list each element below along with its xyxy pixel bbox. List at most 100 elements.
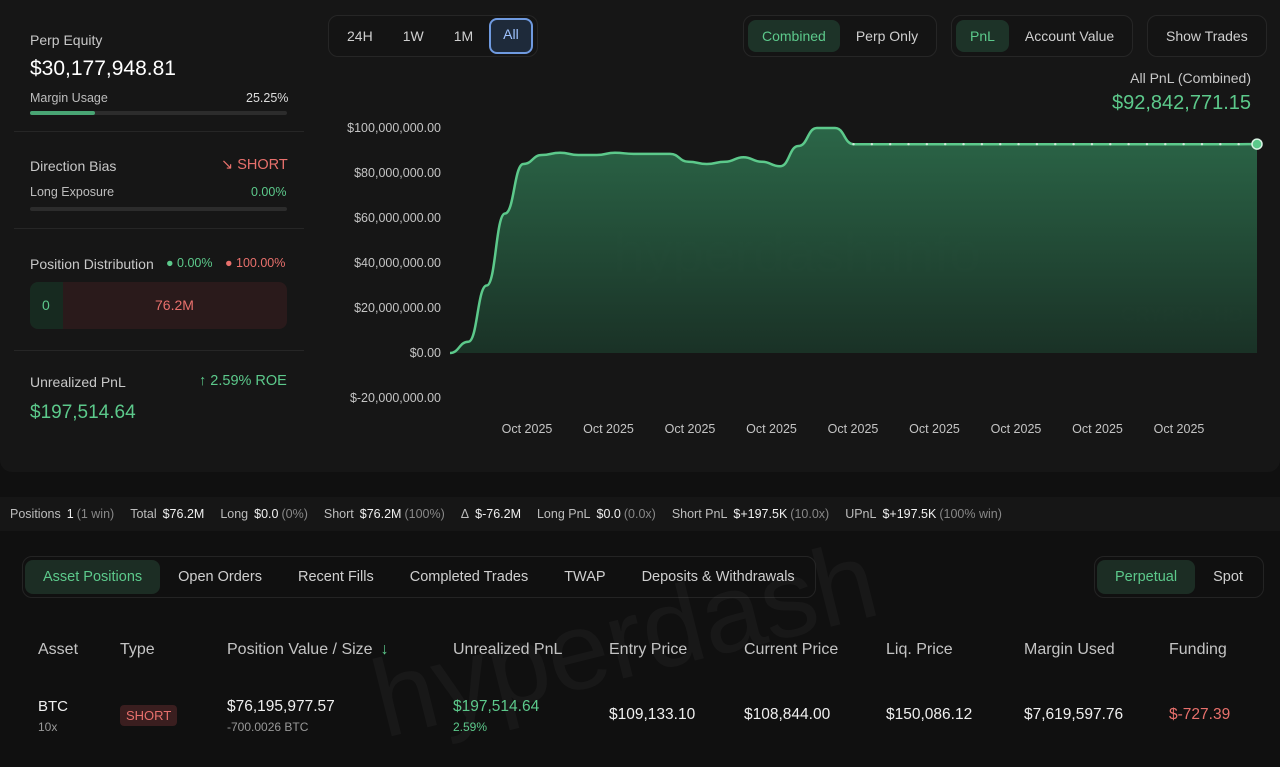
end-point	[1251, 138, 1263, 150]
metric-button[interactable]: Account Value	[1024, 28, 1115, 44]
timeframe-button[interactable]: 1W	[402, 28, 424, 44]
area	[450, 128, 1257, 353]
tab[interactable]: Open Orders	[178, 569, 262, 585]
stat-note: (0.0x)	[623, 507, 656, 521]
scope-group: Combined Perp Only	[743, 15, 938, 57]
stat: Short PnL $+197.5K (10.0x)	[672, 507, 829, 521]
x-tick-label: Oct 2025	[583, 422, 634, 436]
stat-value: $+197.5K	[882, 507, 937, 521]
point	[1017, 143, 1020, 146]
show-trades-group: Show Trades	[1147, 15, 1267, 57]
y-tick-label: $80,000,000.00	[354, 166, 441, 180]
point	[925, 143, 929, 146]
margin-fill	[30, 111, 95, 115]
margin-used: $7,619,597.76	[1024, 706, 1124, 723]
y-tick-label: $60,000,000.00	[354, 211, 441, 225]
unrealized-pnl: $197,514.64	[453, 698, 540, 715]
stat-label: Total	[130, 507, 157, 521]
sort-icon: ↓	[380, 641, 389, 658]
stat-value: $0.0	[596, 507, 621, 521]
value: 2.59% ROE	[210, 373, 287, 389]
timeframe-button[interactable]: 1M	[453, 28, 474, 44]
label: Perp Equity	[30, 32, 103, 48]
roe: ↑ 2.59% ROE	[199, 373, 287, 389]
watermark: hyperdash	[360, 516, 889, 764]
column-header: Asset	[38, 641, 79, 658]
tab[interactable]: TWAP	[564, 569, 606, 585]
stat: Total $76.2M	[130, 507, 204, 521]
point	[1219, 143, 1222, 146]
liq-price: $150,086.12	[886, 706, 973, 723]
value: SHORT	[237, 157, 288, 173]
stat-note: (100%)	[404, 507, 445, 521]
long-exposure: 0.00%	[251, 185, 287, 199]
entry-price: $109,133.10	[609, 706, 696, 723]
x-tick-label: Oct 2025	[909, 422, 960, 436]
y-tick-label: $20,000,000.00	[354, 301, 441, 315]
stat: Long PnL $0.0 (0.0x)	[537, 507, 656, 521]
chart: All PnL (Combined) $92,842,771.15 hyperd…	[347, 70, 1263, 436]
divider	[14, 228, 304, 229]
margin-usage: 25.25%	[246, 91, 289, 105]
y-tick-label: $0.00	[410, 346, 441, 360]
tab[interactable]: Recent Fills	[297, 569, 374, 585]
point	[907, 143, 910, 146]
label: Long Exposure	[30, 185, 115, 199]
stat-note: (100% win)	[939, 507, 1002, 521]
column-header: Liq. Price	[886, 641, 953, 658]
long-amount: 0	[42, 297, 50, 313]
show-trades-button[interactable]: Show Trades	[1166, 28, 1248, 44]
timeframe-group: 24H 1W 1M All	[328, 15, 538, 57]
stat-value: $0.0	[254, 507, 279, 521]
stats-bar: Positions 1 (1 win) Total $76.2M Long $0.0 (0%)…	[0, 497, 1280, 531]
stat: Positions 1 (1 win)	[10, 507, 114, 521]
point	[1145, 143, 1149, 146]
x-tick-label: Oct 2025	[665, 422, 716, 436]
icon: ↘	[221, 157, 238, 173]
point	[944, 143, 947, 146]
label: Margin Usage	[30, 91, 108, 105]
column-header[interactable]: Position Value / Size ↓	[227, 641, 389, 658]
label: Unrealized PnL	[30, 374, 126, 390]
column-header: Current Price	[744, 641, 839, 658]
column-header: Unrealized PnL	[453, 641, 563, 658]
point	[1072, 143, 1075, 146]
long-pct: ● 0.00%	[166, 256, 213, 270]
tab[interactable]: Completed Trades	[409, 569, 529, 585]
type-badge: SHORT	[120, 705, 178, 726]
tab[interactable]: Deposits & Withdrawals	[641, 569, 795, 585]
stat-note: (0%)	[281, 507, 308, 521]
timeframe-button[interactable]: 24H	[347, 28, 373, 44]
perp-equity: $30,177,948.81	[30, 57, 176, 80]
column-header: Type	[120, 641, 155, 658]
stat: Long $0.0 (0%)	[220, 507, 308, 521]
point	[1054, 143, 1057, 146]
x-tick-label: Oct 2025	[502, 422, 553, 436]
scope-button[interactable]: Perp Only	[855, 28, 919, 44]
x-tick-label: Oct 2025	[1072, 422, 1123, 436]
direction-bias: ↘ SHORT	[221, 157, 288, 173]
x-tick-label: Oct 2025	[991, 422, 1042, 436]
tab[interactable]: Perpetual	[1097, 560, 1196, 594]
tab[interactable]: Asset Positions	[25, 560, 161, 594]
tab[interactable]: Spot	[1213, 569, 1243, 585]
stat-label: Short PnL	[671, 507, 728, 521]
long-segment	[30, 282, 63, 329]
column-header: Entry Price	[609, 641, 688, 658]
market-tabs: Perpetual Spot	[1094, 556, 1264, 598]
short-amount: 76.2M	[155, 297, 194, 313]
tabs: Asset Positions Open Orders Recent Fills Co…	[22, 556, 816, 598]
metric-button[interactable]: PnL	[956, 20, 1009, 52]
stat-value: $-76.2M	[475, 507, 521, 521]
point	[1090, 143, 1094, 146]
stat: Δ $-76.2M	[461, 507, 521, 521]
scope-button[interactable]: Combined	[748, 20, 840, 52]
chart-title: All PnL (Combined)	[1130, 70, 1251, 86]
label: Direction Bias	[30, 158, 117, 174]
stat-label: UPnL	[845, 507, 877, 521]
timeframe-button[interactable]: All	[489, 18, 533, 54]
divider	[14, 131, 304, 132]
chart-total: $92,842,771.15	[1112, 92, 1251, 114]
stat-value: 1	[66, 507, 74, 521]
stat-note: (1 win)	[76, 507, 115, 521]
